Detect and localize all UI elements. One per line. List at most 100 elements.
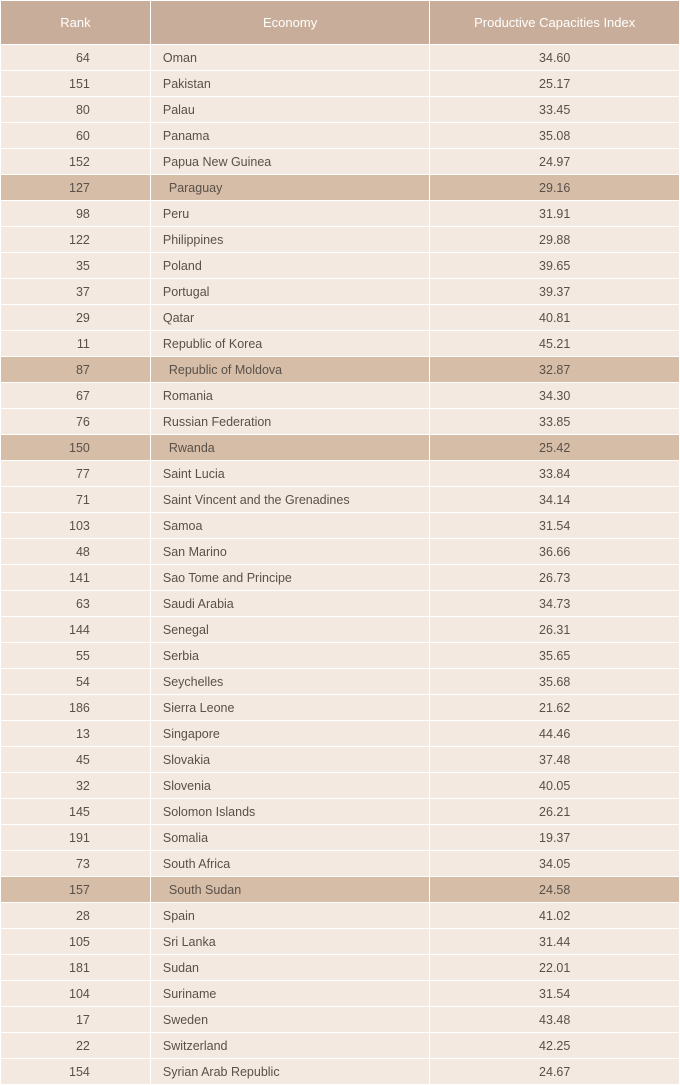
cell-economy: Papua New Guinea	[150, 149, 430, 175]
cell-rank: 152	[1, 149, 151, 175]
table-row: 127Paraguay29.16	[1, 175, 680, 201]
table-row: 32Slovenia40.05	[1, 773, 680, 799]
cell-index: 41.02	[430, 903, 680, 929]
cell-economy: Saudi Arabia	[150, 591, 430, 617]
table-row: 144Senegal26.31	[1, 617, 680, 643]
cell-rank: 87	[1, 357, 151, 383]
table-row: 13Singapore44.46	[1, 721, 680, 747]
cell-index: 33.85	[430, 409, 680, 435]
cell-index: 32.87	[430, 357, 680, 383]
cell-rank: 55	[1, 643, 151, 669]
table-header-row: Rank Economy Productive Capacities Index	[1, 1, 680, 45]
table-row: 11Republic of Korea45.21	[1, 331, 680, 357]
table-row: 80Palau33.45	[1, 97, 680, 123]
cell-rank: 105	[1, 929, 151, 955]
cell-rank: 35	[1, 253, 151, 279]
table-row: 67Romania34.30	[1, 383, 680, 409]
cell-index: 40.05	[430, 773, 680, 799]
table-row: 63Saudi Arabia34.73	[1, 591, 680, 617]
cell-economy: Republic of Korea	[150, 331, 430, 357]
cell-economy: Sierra Leone	[150, 695, 430, 721]
cell-rank: 144	[1, 617, 151, 643]
cell-rank: 45	[1, 747, 151, 773]
cell-rank: 73	[1, 851, 151, 877]
cell-rank: 60	[1, 123, 151, 149]
cell-economy: Portugal	[150, 279, 430, 305]
cell-index: 21.62	[430, 695, 680, 721]
table-row: 186Sierra Leone21.62	[1, 695, 680, 721]
cell-economy: Saint Vincent and the Grenadines	[150, 487, 430, 513]
cell-economy: Seychelles	[150, 669, 430, 695]
table-row: 154Syrian Arab Republic24.67	[1, 1059, 680, 1085]
table-row: 105Sri Lanka31.44	[1, 929, 680, 955]
cell-rank: 150	[1, 435, 151, 461]
cell-index: 31.54	[430, 981, 680, 1007]
cell-economy: Serbia	[150, 643, 430, 669]
cell-index: 35.08	[430, 123, 680, 149]
cell-economy: Slovakia	[150, 747, 430, 773]
cell-index: 33.45	[430, 97, 680, 123]
cell-rank: 104	[1, 981, 151, 1007]
cell-rank: 13	[1, 721, 151, 747]
cell-economy: Peru	[150, 201, 430, 227]
pci-table: Rank Economy Productive Capacities Index…	[0, 0, 680, 1085]
cell-rank: 76	[1, 409, 151, 435]
cell-rank: 191	[1, 825, 151, 851]
cell-economy: Philippines	[150, 227, 430, 253]
cell-economy: Spain	[150, 903, 430, 929]
table-row: 152Papua New Guinea24.97	[1, 149, 680, 175]
cell-rank: 157	[1, 877, 151, 903]
cell-rank: 11	[1, 331, 151, 357]
cell-economy: Somalia	[150, 825, 430, 851]
cell-index: 26.73	[430, 565, 680, 591]
col-header-economy: Economy	[150, 1, 430, 45]
cell-economy: Slovenia	[150, 773, 430, 799]
cell-economy: Saint Lucia	[150, 461, 430, 487]
cell-economy: Sweden	[150, 1007, 430, 1033]
cell-index: 34.60	[430, 45, 680, 71]
cell-economy: South Africa	[150, 851, 430, 877]
table-row: 35Poland39.65	[1, 253, 680, 279]
table-row: 181Sudan22.01	[1, 955, 680, 981]
cell-economy: Senegal	[150, 617, 430, 643]
cell-economy: Singapore	[150, 721, 430, 747]
cell-rank: 151	[1, 71, 151, 97]
cell-rank: 63	[1, 591, 151, 617]
cell-economy: Republic of Moldova	[150, 357, 430, 383]
cell-index: 42.25	[430, 1033, 680, 1059]
cell-economy: Russian Federation	[150, 409, 430, 435]
cell-economy: Paraguay	[150, 175, 430, 201]
cell-economy: Switzerland	[150, 1033, 430, 1059]
table-row: 157South Sudan24.58	[1, 877, 680, 903]
cell-index: 25.17	[430, 71, 680, 97]
cell-index: 22.01	[430, 955, 680, 981]
table-row: 48San Marino36.66	[1, 539, 680, 565]
table-row: 191Somalia19.37	[1, 825, 680, 851]
cell-index: 31.54	[430, 513, 680, 539]
cell-rank: 67	[1, 383, 151, 409]
table-row: 122Philippines29.88	[1, 227, 680, 253]
cell-rank: 28	[1, 903, 151, 929]
cell-index: 25.42	[430, 435, 680, 461]
cell-economy: South Sudan	[150, 877, 430, 903]
cell-index: 26.31	[430, 617, 680, 643]
table-body: 64Oman34.60151Pakistan25.1780Palau33.456…	[1, 45, 680, 1085]
cell-rank: 17	[1, 1007, 151, 1033]
cell-economy: Solomon Islands	[150, 799, 430, 825]
table-row: 37Portugal39.37	[1, 279, 680, 305]
cell-economy: Sudan	[150, 955, 430, 981]
cell-economy: Suriname	[150, 981, 430, 1007]
cell-index: 43.48	[430, 1007, 680, 1033]
cell-index: 36.66	[430, 539, 680, 565]
cell-index: 40.81	[430, 305, 680, 331]
cell-economy: Rwanda	[150, 435, 430, 461]
table-row: 98Peru31.91	[1, 201, 680, 227]
cell-economy: Pakistan	[150, 71, 430, 97]
cell-rank: 122	[1, 227, 151, 253]
table-row: 54Seychelles35.68	[1, 669, 680, 695]
table-row: 55Serbia35.65	[1, 643, 680, 669]
cell-index: 44.46	[430, 721, 680, 747]
cell-rank: 80	[1, 97, 151, 123]
cell-rank: 22	[1, 1033, 151, 1059]
cell-index: 35.68	[430, 669, 680, 695]
